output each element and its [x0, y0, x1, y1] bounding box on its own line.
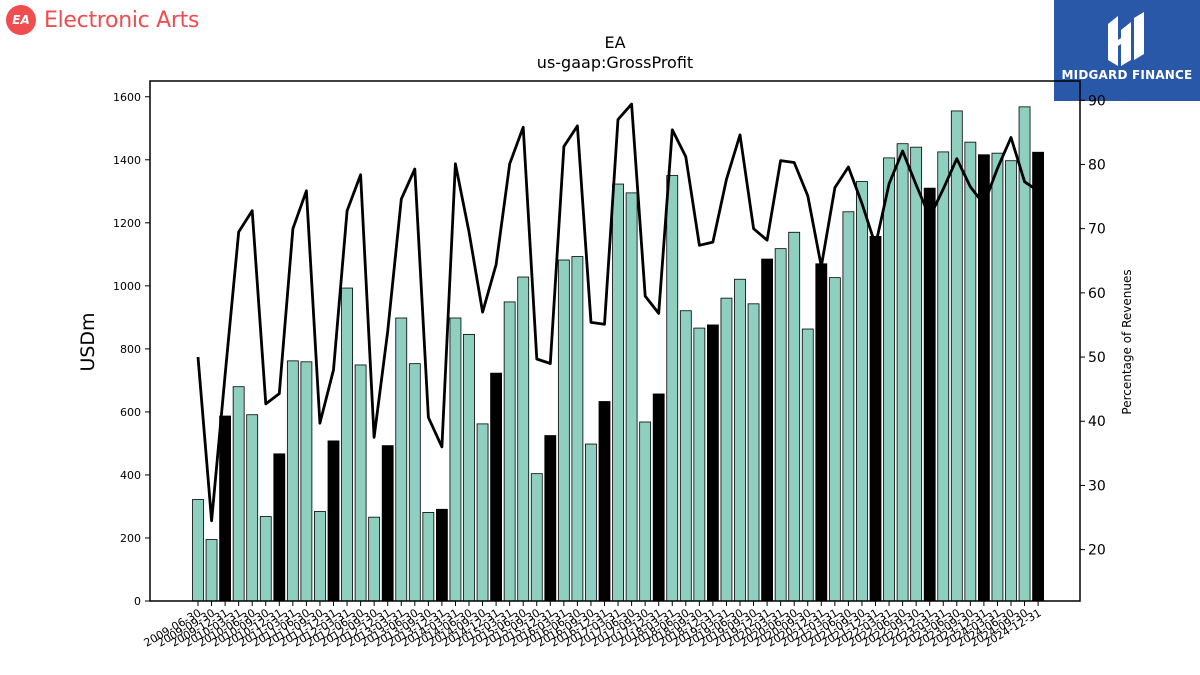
bar	[557, 259, 570, 602]
bar	[923, 187, 936, 602]
y-tick-label: 1000	[113, 280, 141, 293]
bar	[964, 141, 977, 602]
bar	[774, 248, 787, 602]
bar	[354, 364, 367, 602]
bar	[476, 423, 489, 602]
bar	[598, 401, 611, 602]
bar	[314, 511, 326, 602]
y-tick-label: 800	[120, 343, 141, 356]
bar	[707, 324, 719, 602]
bar	[734, 278, 746, 602]
bar	[571, 256, 584, 602]
bar	[449, 317, 462, 602]
y-tick-label: 1600	[113, 91, 141, 104]
bar	[273, 453, 286, 602]
y2-tick-label: 90	[1088, 93, 1106, 109]
bar	[869, 235, 882, 602]
bar	[801, 328, 814, 602]
bar	[435, 508, 448, 602]
y-tick-label: 400	[120, 469, 141, 482]
y2-tick-label: 40	[1088, 414, 1106, 430]
bar	[720, 297, 733, 602]
bar	[192, 499, 204, 602]
bar	[300, 361, 313, 602]
bar	[422, 512, 435, 602]
bar	[1005, 160, 1017, 602]
bar	[1032, 151, 1044, 602]
bar	[666, 175, 679, 602]
y-axis-left: 0 200 400 600 800 1000 1200 1400 1600	[113, 91, 150, 608]
bar	[761, 258, 773, 602]
bar-series	[192, 106, 1044, 602]
y2-tick-label: 60	[1088, 286, 1106, 302]
bar	[652, 393, 665, 602]
midgard-mark-icon	[1108, 12, 1144, 66]
bar	[368, 516, 381, 602]
ea-logo-icon: EA	[6, 5, 36, 35]
bar	[530, 473, 543, 602]
y2-tick-label: 80	[1088, 157, 1106, 173]
bar	[910, 146, 923, 602]
y-tick-label: 1200	[113, 217, 141, 230]
bar	[828, 277, 841, 602]
y-tick-label: 600	[120, 406, 141, 419]
bar	[585, 443, 597, 602]
y-axis-label: USDm	[77, 312, 99, 371]
bar	[490, 372, 503, 602]
bar	[950, 110, 963, 602]
y2-tick-label: 20	[1088, 543, 1106, 559]
y2-tick-label: 70	[1088, 222, 1106, 238]
brand-logo: EA Electronic Arts	[6, 5, 199, 35]
bar	[517, 276, 530, 602]
y2-tick-label: 30	[1088, 478, 1106, 494]
chart-subtitle: us-gaap:GrossProfit	[537, 53, 693, 72]
bar	[693, 327, 706, 602]
bar	[991, 152, 1004, 602]
bar	[937, 151, 950, 602]
bar	[341, 287, 353, 602]
bar	[856, 181, 868, 602]
bar	[395, 317, 408, 602]
y2-axis-label: Percentage of Revenues	[1120, 269, 1134, 414]
x-axis: 2009-06-302009-09-302009-12-312010-03-31…	[142, 601, 1044, 650]
bar	[205, 539, 218, 602]
bar	[259, 516, 272, 602]
plot-frame	[149, 80, 1081, 602]
bar	[219, 415, 232, 602]
bar	[463, 333, 475, 602]
bar	[788, 231, 801, 602]
y-tick-label: 0	[134, 595, 141, 608]
brand-name: Electronic Arts	[44, 7, 200, 33]
y-tick-label: 200	[120, 532, 141, 545]
bar	[896, 143, 909, 602]
bar	[286, 360, 299, 602]
partner-logo: MIDGARD FINANCE	[1054, 0, 1200, 101]
bar	[544, 435, 557, 602]
bar	[883, 157, 895, 602]
partner-name: MIDGARD FINANCE	[1061, 68, 1193, 82]
bar	[747, 303, 760, 602]
bar	[679, 310, 692, 602]
bar	[232, 386, 245, 602]
y-tick-label: 1400	[113, 154, 141, 167]
bar	[503, 301, 516, 602]
percentage-line-series	[196, 102, 1039, 523]
bar	[612, 183, 624, 602]
chart-title: EA	[604, 33, 625, 52]
bar	[815, 263, 828, 602]
bar	[246, 414, 259, 602]
bar	[327, 440, 340, 602]
bar	[842, 211, 855, 602]
bar	[381, 445, 394, 602]
bar	[978, 154, 990, 602]
bar	[639, 421, 652, 602]
bar	[625, 192, 638, 602]
y2-tick-label: 50	[1088, 350, 1106, 366]
bar	[408, 363, 421, 602]
y-axis-right: 20 30 40 50 60 70 80 90	[1080, 93, 1106, 559]
